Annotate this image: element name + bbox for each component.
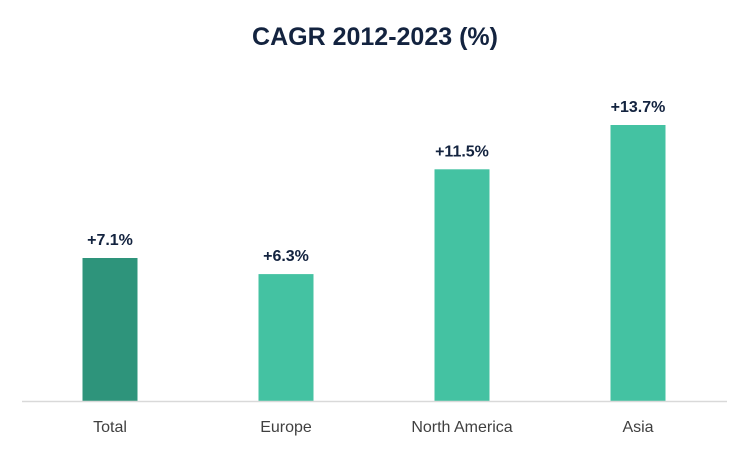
- bar-total: [82, 258, 138, 401]
- bar-europe: [258, 274, 314, 401]
- data-labels-group: +7.1% +6.3% +11.5% +13.7%: [87, 99, 665, 265]
- data-label-asia: +13.7%: [611, 99, 666, 116]
- data-label-total: +7.1%: [87, 232, 133, 249]
- bar-north-america: [434, 169, 490, 401]
- x-tick-labels-group: Total Europe North America Asia: [93, 419, 654, 436]
- data-label-europe: +6.3%: [263, 248, 309, 265]
- x-tick-label-north-america: North America: [411, 419, 512, 436]
- chart-title: CAGR 2012-2023 (%): [252, 23, 498, 51]
- x-tick-label-total: Total: [93, 419, 127, 436]
- x-tick-label-europe: Europe: [260, 419, 312, 436]
- x-tick-label-asia: Asia: [622, 419, 653, 436]
- bars-group: [82, 125, 666, 401]
- data-label-north-america: +11.5%: [435, 143, 489, 160]
- bar-asia: [610, 125, 666, 401]
